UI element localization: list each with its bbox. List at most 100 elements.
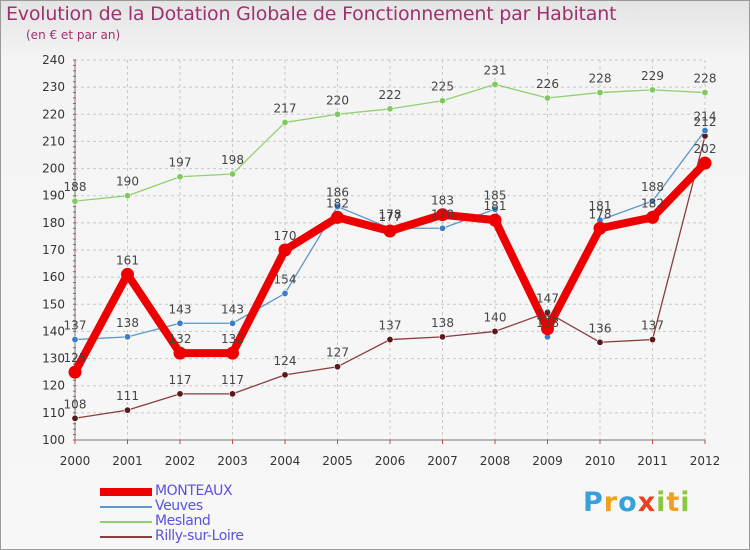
data-label-rilly-sur-loire: 147 [536, 291, 559, 305]
data-label-veuves: 154 [274, 272, 297, 286]
data-label-veuves: 214 [694, 110, 717, 124]
data-label-monteaux: 177 [379, 210, 402, 224]
x-tick-label: 2000 [60, 454, 91, 468]
data-label-rilly-sur-loire: 137 [379, 319, 402, 333]
chart-subtitle: (en € et par an) [26, 28, 121, 42]
data-label-mesland: 217 [274, 101, 297, 115]
data-point-rilly-sur-loire [596, 338, 604, 346]
proxiti-logo: Proxiti [583, 487, 691, 518]
data-label-mesland: 231 [484, 63, 507, 77]
data-point-veuves [491, 205, 499, 213]
y-tick-label: 130 [42, 352, 65, 366]
data-point-mesland [124, 192, 132, 200]
legend-item-mesland: Mesland [100, 513, 360, 529]
data-point-monteaux [436, 208, 449, 222]
data-label-rilly-sur-loire: 117 [169, 373, 192, 387]
logo-letter: t [666, 487, 681, 518]
data-label-rilly-sur-loire: 124 [274, 354, 297, 368]
data-label-mesland: 220 [326, 93, 349, 107]
legend-swatch-veuves [100, 506, 152, 508]
y-tick-label: 230 [42, 80, 65, 94]
x-tick-label: 2004 [270, 454, 301, 468]
y-tick-label: 200 [42, 162, 65, 176]
x-tick-label: 2003 [217, 454, 248, 468]
data-point-rilly-sur-loire [281, 371, 289, 379]
data-point-rilly-sur-loire [71, 414, 79, 422]
data-point-rilly-sur-loire [438, 333, 446, 341]
legend: MONTEAUX Veuves Mesland Rilly-sur-Loire [100, 483, 360, 544]
data-point-monteaux [226, 346, 239, 360]
data-point-rilly-sur-loire [491, 327, 499, 335]
data-label-monteaux: 202 [694, 142, 717, 156]
data-point-veuves [176, 319, 184, 327]
data-label-mesland: 226 [536, 77, 559, 91]
data-point-veuves [71, 336, 79, 344]
data-label-rilly-sur-loire: 138 [431, 316, 454, 330]
data-point-veuves [648, 197, 656, 205]
data-label-monteaux: 141 [536, 308, 559, 322]
y-tick-label: 180 [42, 216, 65, 230]
data-label-mesland: 197 [169, 156, 192, 170]
data-point-rilly-sur-loire [648, 336, 656, 344]
data-point-monteaux [541, 322, 554, 336]
data-point-veuves [281, 289, 289, 297]
data-label-veuves: 178 [431, 207, 454, 221]
logo-letter: P [583, 487, 604, 518]
data-label-mesland: 190 [116, 175, 139, 189]
y-tick-label: 110 [42, 406, 65, 420]
data-point-veuves [701, 127, 709, 135]
data-label-veuves: 143 [221, 302, 244, 316]
data-label-veuves: 181 [589, 199, 612, 213]
data-point-mesland [176, 173, 184, 181]
data-label-mesland: 228 [589, 72, 612, 86]
data-label-veuves: 143 [169, 302, 192, 316]
legend-item-veuves: Veuves [100, 498, 360, 514]
data-label-mesland: 222 [379, 88, 402, 102]
data-point-veuves [229, 319, 237, 327]
legend-item-rilly-sur-loire: Rilly-sur-Loire [100, 528, 360, 544]
data-point-mesland [438, 97, 446, 105]
data-label-veuves: 178 [379, 207, 402, 221]
logo-letter: i [656, 487, 667, 518]
data-label-veuves: 188 [641, 180, 664, 194]
data-point-monteaux [646, 210, 659, 224]
data-label-monteaux: 170 [274, 229, 297, 243]
series-line-mesland [74, 83, 706, 202]
y-tick-label: 150 [42, 297, 65, 311]
data-label-veuves: 185 [484, 188, 507, 202]
data-point-mesland [386, 105, 394, 113]
data-point-mesland [333, 110, 341, 118]
x-tick-label: 2012 [690, 454, 721, 468]
data-point-rilly-sur-loire [124, 406, 132, 414]
data-point-monteaux [331, 210, 344, 224]
y-tick-label: 120 [42, 379, 65, 393]
legend-item-monteaux: MONTEAUX [100, 483, 360, 499]
data-label-mesland: 188 [64, 180, 87, 194]
data-point-veuves [333, 203, 341, 211]
y-tick-label: 190 [42, 189, 65, 203]
data-point-rilly-sur-loire [386, 336, 394, 344]
data-label-rilly-sur-loire: 140 [484, 310, 507, 324]
data-point-mesland [281, 118, 289, 126]
data-point-rilly-sur-loire [229, 390, 237, 398]
y-tick-label: 140 [42, 324, 65, 338]
data-label-mesland: 228 [694, 72, 717, 86]
data-point-monteaux [68, 365, 82, 379]
data-label-monteaux: 132 [169, 332, 192, 346]
logo-letter: i [680, 487, 691, 518]
y-tick-label: 160 [42, 270, 65, 284]
x-tick-label: 2008 [480, 454, 511, 468]
data-label-veuves: 138 [116, 316, 139, 330]
data-point-veuves [438, 224, 446, 232]
data-point-mesland [491, 80, 499, 88]
logo-letter: x [637, 487, 657, 518]
data-label-rilly-sur-loire: 212 [694, 115, 717, 129]
data-point-mesland [229, 170, 237, 178]
x-tick-label: 2006 [375, 454, 406, 468]
data-label-monteaux: 161 [116, 253, 139, 267]
data-label-rilly-sur-loire: 137 [641, 319, 664, 333]
data-point-mesland [71, 197, 79, 205]
y-tick-label: 100 [42, 433, 65, 447]
data-point-mesland [543, 94, 551, 102]
